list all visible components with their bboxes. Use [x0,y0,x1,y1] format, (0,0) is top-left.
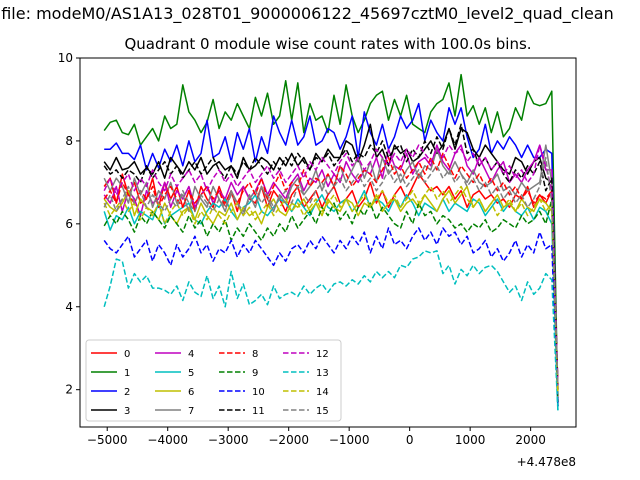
legend-label-10: 10 [252,387,265,398]
chart-title: Quadrant 0 module wise count rates with … [124,35,532,53]
legend-label-9: 9 [252,368,258,379]
legend-label-8: 8 [252,349,258,360]
series-line-1 [103,73,559,407]
legend-label-14: 14 [316,387,329,398]
legend-label-7: 7 [188,406,194,417]
x-tick-label: 0 [406,433,414,447]
legend-label-6: 6 [188,387,194,398]
figure-suptitle: n file: modeM0/AS1A13_028T01_9000006122_… [0,4,614,23]
legend-box [85,339,342,422]
y-tick-label: 8 [65,134,73,148]
legend-label-3: 3 [124,406,130,417]
series-line-8 [103,152,559,386]
x-tick-label: −3000 [208,433,249,447]
y-tick-label: 4 [65,300,73,314]
x-tick-label: −2000 [268,433,309,447]
x-tick-label: −4000 [147,433,188,447]
legend-label-11: 11 [252,406,265,417]
y-tick-label: 10 [58,51,73,65]
y-axis: 2 4 6 8 10 [58,51,80,397]
series-line-13 [103,250,559,411]
legend-label-4: 4 [188,349,194,360]
y-tick-label: 6 [65,217,73,231]
x-tick-label: −5000 [87,433,128,447]
series-line-9 [103,198,559,403]
y-tick-label: 2 [65,383,73,397]
series-line-3 [103,123,559,403]
series-layer [103,73,559,411]
legend-label-12: 12 [316,349,329,360]
series-line-15 [103,156,559,386]
legend-label-15: 15 [316,406,329,417]
series-line-2 [104,102,559,407]
x-axis: −5000 −4000 −3000 −2000 −1000 0 1000 2000 [87,427,546,447]
axes-frame [79,57,577,428]
legend-label-0: 0 [124,349,130,360]
x-offset-label: +4.478e8 [517,455,576,469]
x-tick-label: 2000 [515,433,546,447]
x-tick-label: 1000 [455,433,486,447]
legend-label-13: 13 [316,368,329,379]
x-tick-label: −1000 [329,433,370,447]
legend-label-1: 1 [124,368,130,379]
series-line-12 [103,144,559,386]
legend-label-5: 5 [188,368,194,379]
legend-label-2: 2 [124,387,130,398]
series-line-14 [103,185,559,394]
series-line-10 [103,227,559,407]
